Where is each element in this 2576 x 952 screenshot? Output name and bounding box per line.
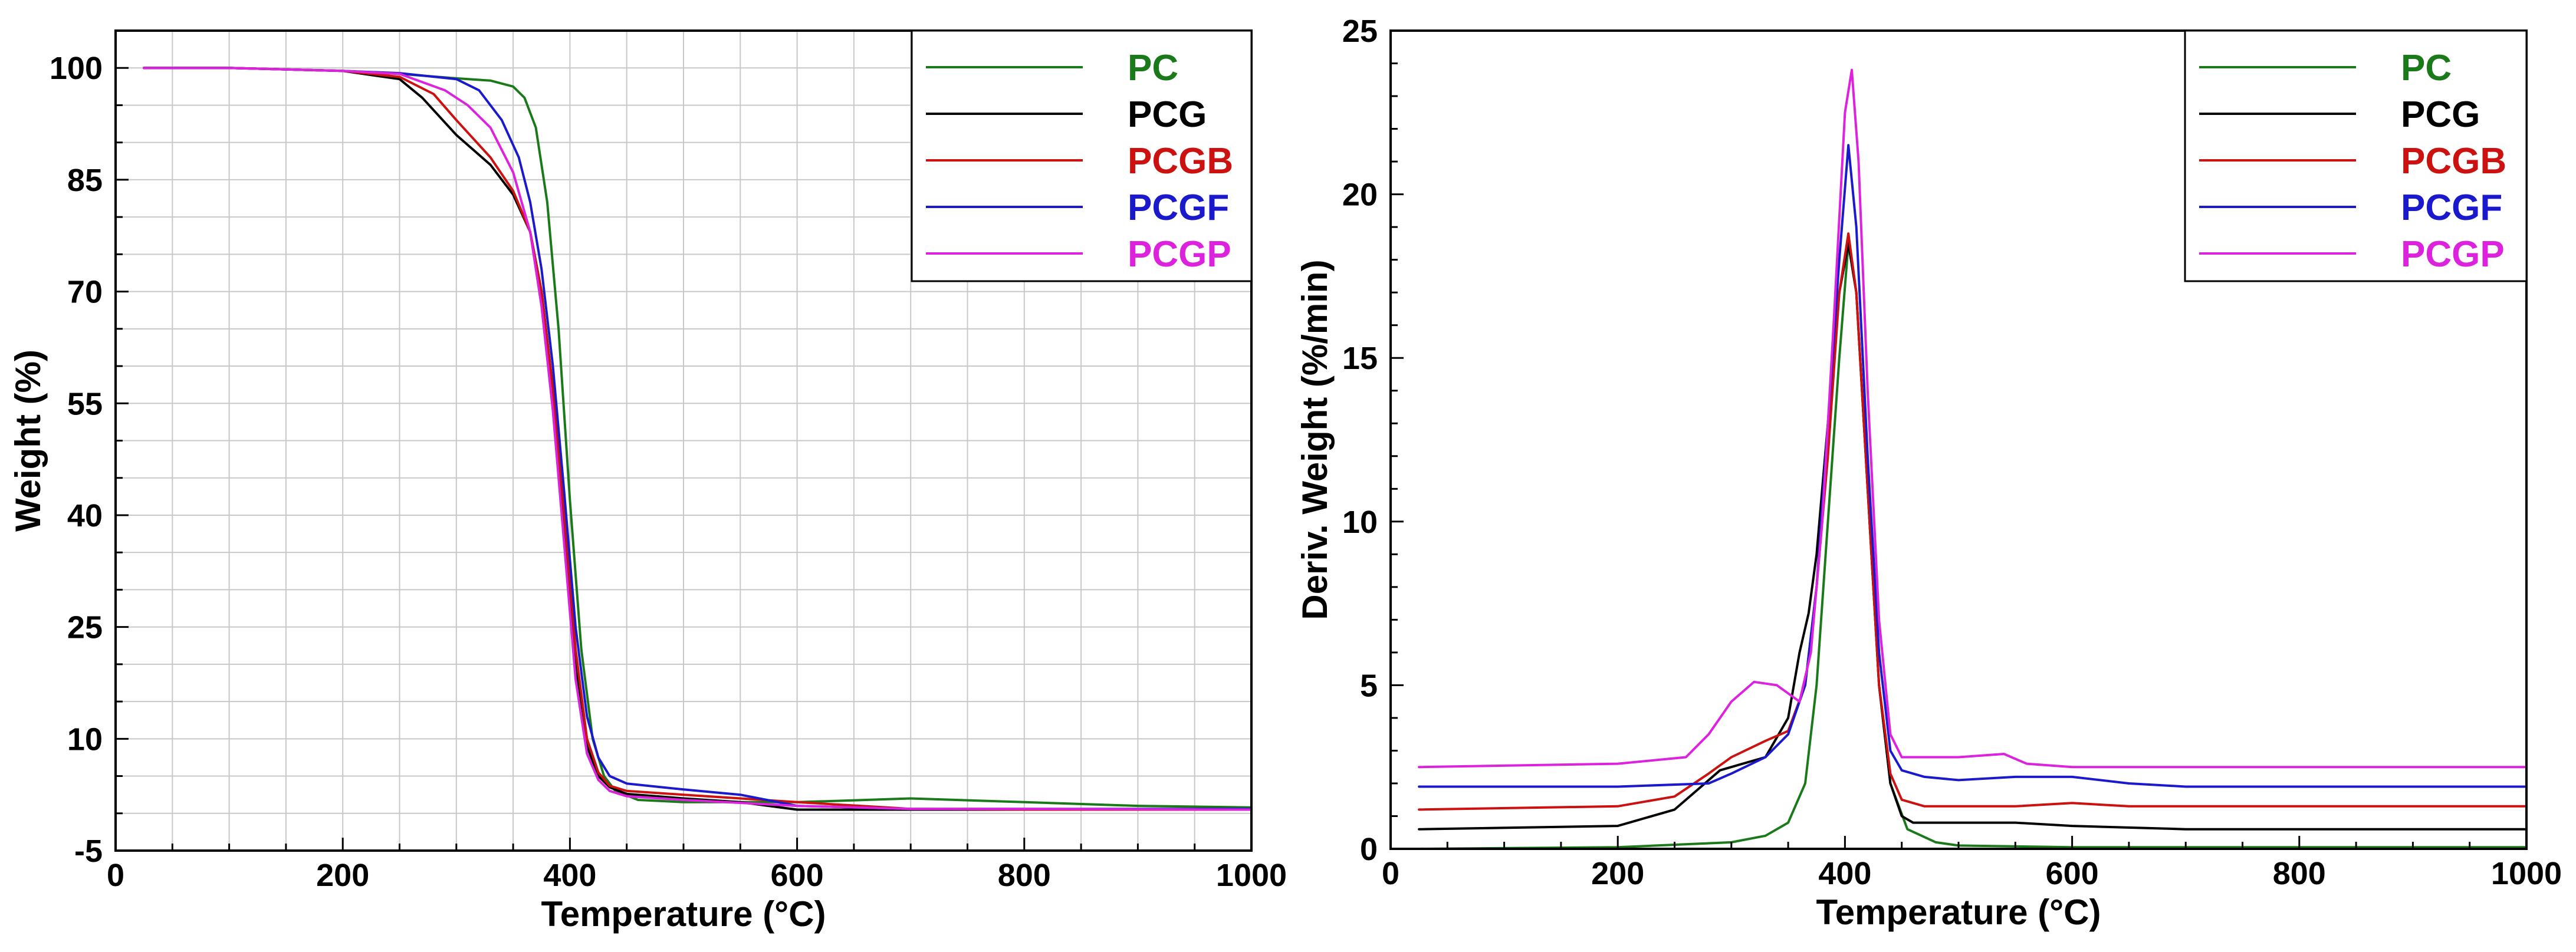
y-tick-label: 10 xyxy=(67,722,103,757)
series-line-pcgp xyxy=(143,67,1251,811)
x-tick-label: 600 xyxy=(2046,856,2099,891)
x-tick-label: 1000 xyxy=(2491,856,2562,891)
x-tick-label: 400 xyxy=(543,858,596,893)
y-axis-label: Weight (%) xyxy=(8,350,48,532)
chart-panel-2: 0 200 400 600 800 1000 0 5 10 15 20 25 Temperature (… xyxy=(1295,14,2562,932)
legend-label-pcgb: PCGB xyxy=(1128,141,1233,182)
x-axis-label: Temperature (°C) xyxy=(541,894,826,934)
y-tick-label: 100 xyxy=(50,51,103,86)
legend-box xyxy=(911,29,1253,282)
y-tick-label: 5 xyxy=(1360,668,1378,703)
series-line-pc xyxy=(1418,242,2526,849)
x-tick-label: 800 xyxy=(2273,856,2326,891)
x-tick-label: 0 xyxy=(1382,856,1399,891)
x-tick-label: 200 xyxy=(1591,856,1644,891)
series-line-pcgf xyxy=(1418,144,2526,788)
legend-label-pcgp: PCGP xyxy=(2401,234,2505,275)
series-line-pcgb xyxy=(143,67,1251,811)
legend-label-pcgf: PCGF xyxy=(2401,187,2502,228)
series-line-pcg xyxy=(1418,242,2526,831)
y-tick-label: 70 xyxy=(67,275,103,310)
legend-label-pcgf: PCGF xyxy=(1128,187,1229,228)
legend-label-pc: PC xyxy=(1128,48,1178,88)
y-tick-label: 85 xyxy=(67,163,103,198)
y-tick-label: 55 xyxy=(67,386,103,421)
x-tick-label: 600 xyxy=(771,858,824,893)
y-tick-label: 10 xyxy=(1342,505,1378,540)
x-axis-label: Temperature (°C) xyxy=(1816,892,2101,932)
series-group xyxy=(143,67,1251,811)
x-tick-label: 800 xyxy=(998,858,1051,893)
chart-panel-1: 0 200 400 600 800 1000 -5 10 25 40 55 70 85 100 Temper… xyxy=(8,29,1287,934)
legend-label-pcg: PCG xyxy=(1128,94,1207,135)
series-line-pcgf xyxy=(143,67,1251,811)
x-tick-label: 200 xyxy=(316,858,369,893)
y-tick-label: 0 xyxy=(1360,832,1378,867)
legend-label-pc: PC xyxy=(2401,48,2452,88)
legend-label-pcgb: PCGB xyxy=(2401,141,2506,182)
series-group xyxy=(1418,68,2526,849)
legend: PC PCG PCGB PCGF PCGP xyxy=(2184,29,2528,282)
series-line-pcgb xyxy=(1418,232,2526,811)
y-tick-label: 25 xyxy=(1342,14,1378,49)
x-tick-label: 400 xyxy=(1818,856,1871,891)
y-tick-label: 25 xyxy=(67,610,103,645)
x-tick-label: 1000 xyxy=(1216,858,1287,893)
legend-box xyxy=(2184,29,2528,282)
y-tick-label: 15 xyxy=(1342,341,1378,376)
x-tick-label: 0 xyxy=(107,858,124,893)
y-axis-label: Deriv. Weight (%/min) xyxy=(1295,259,1335,620)
legend-label-pcg: PCG xyxy=(2401,94,2480,135)
series-line-pcgp xyxy=(1418,68,2526,769)
y-tick-label: 20 xyxy=(1342,177,1378,213)
legend-label-pcgp: PCGP xyxy=(1128,234,1231,275)
y-tick-label: 40 xyxy=(67,498,103,533)
y-tick-label: -5 xyxy=(74,834,103,869)
legend: PC PCG PCGB PCGF PCGP xyxy=(911,29,1253,282)
